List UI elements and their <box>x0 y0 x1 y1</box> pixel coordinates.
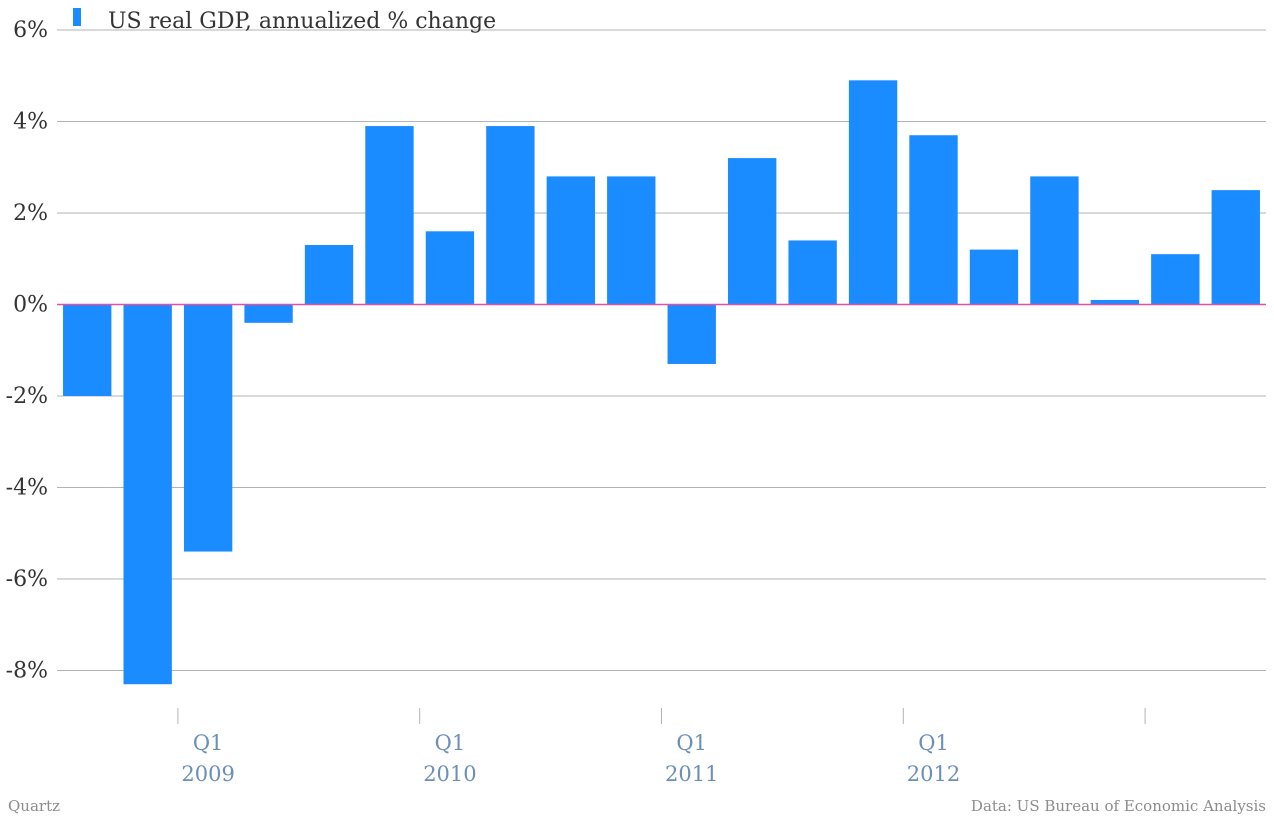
bar <box>667 304 716 364</box>
x-axis: Q1 2009 Q1 2010 Q1 2011 Q1 2012 <box>177 708 1146 786</box>
bar <box>727 158 777 305</box>
bar <box>848 80 898 305</box>
bar-series <box>63 80 1260 685</box>
y-tick-label: -2% <box>6 384 48 409</box>
y-tick-label: -6% <box>6 567 48 592</box>
x-tick-year-label: 2012 <box>907 762 960 786</box>
bar <box>1030 176 1079 305</box>
bar <box>1151 254 1200 305</box>
x-tick-quarter-label: Q1 <box>918 731 949 755</box>
y-tick-label: 0% <box>13 293 48 318</box>
y-tick-label: 2% <box>13 201 48 226</box>
bar <box>123 304 172 685</box>
y-tick-label: -8% <box>6 659 48 684</box>
x-tick-year-label: 2009 <box>181 762 234 786</box>
bar <box>546 176 596 305</box>
bar <box>1211 190 1260 305</box>
bar <box>1090 299 1140 305</box>
bar <box>486 126 535 305</box>
gridlines <box>57 29 1266 671</box>
y-axis: 6% 4% 2% 0% -2% -4% -6% -8% <box>6 18 48 684</box>
x-tick-year-label: 2011 <box>665 762 718 786</box>
bar <box>244 304 293 323</box>
bar <box>365 126 414 305</box>
bar <box>183 304 233 552</box>
legend-swatch <box>73 8 81 26</box>
x-tick-quarter-label: Q1 <box>435 731 466 755</box>
x-tick-quarter-label: Q1 <box>193 731 224 755</box>
x-tick-quarter-label: Q1 <box>676 731 707 755</box>
bar <box>425 231 475 305</box>
bar <box>788 240 837 305</box>
y-tick-label: 4% <box>13 110 48 135</box>
y-tick-label: -4% <box>6 476 48 501</box>
bar <box>969 249 1019 305</box>
bar <box>304 245 354 305</box>
bar <box>607 176 656 305</box>
source-right-label: Data: US Bureau of Economic Analysis <box>971 797 1266 815</box>
legend-label: US real GDP, annualized % change <box>108 9 496 34</box>
legend: US real GDP, annualized % change <box>73 8 496 34</box>
y-tick-label: 6% <box>13 18 48 43</box>
source-left-label: Quartz <box>8 797 60 815</box>
bar <box>63 304 112 396</box>
bar <box>909 135 958 305</box>
x-tick-year-label: 2010 <box>423 762 476 786</box>
